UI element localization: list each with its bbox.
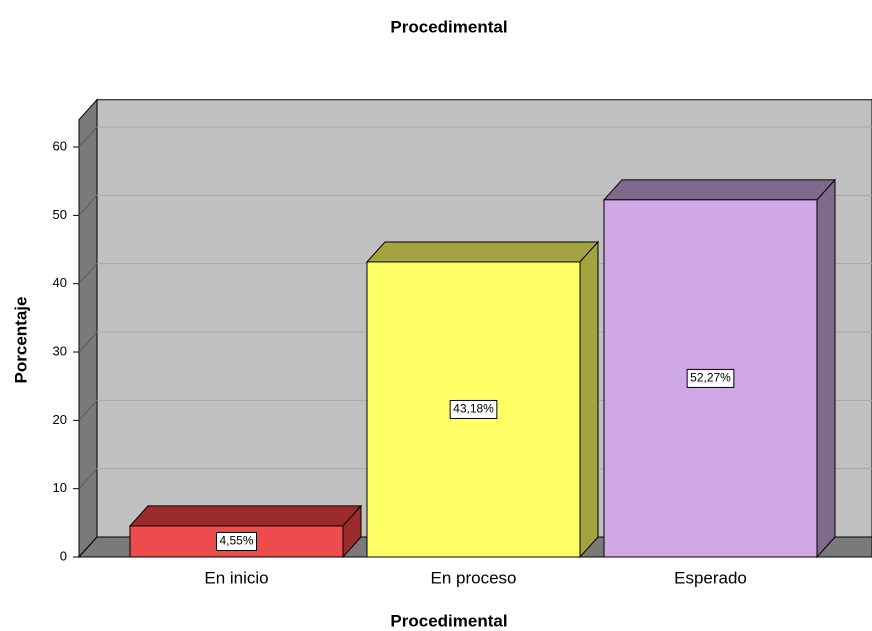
value-label-box [449,399,498,419]
y-tick-label: 60 [53,138,67,153]
left-wall [78,98,98,559]
bar-side [579,240,599,559]
value-label: 52,27% [690,371,731,385]
y-tick-label: 10 [53,480,67,495]
value-label: 43,18% [453,402,494,416]
y-tick-label: 0 [60,548,67,563]
y-tick-label: 30 [53,343,67,358]
y-tick-label: 20 [53,412,67,427]
bar-side [816,178,836,559]
chart-title: Procedimental [390,17,507,36]
y-tick-label: 40 [53,275,67,290]
grid-line [78,331,98,353]
bar-top [365,241,600,263]
value-label-box [215,531,258,551]
grid-line [78,468,98,490]
x-tick-label: En proceso [431,568,517,587]
x-tick-label: Esperado [674,568,747,587]
x-axis-label: Procedimental [390,611,507,630]
bar-top [128,505,363,527]
x-tick-label: En inicio [204,568,268,587]
y-tick-label: 50 [53,207,67,222]
bar-top [602,179,837,201]
grid-line [78,126,98,148]
y-axis-label: Porcentaje [11,297,30,384]
grid-line [78,263,98,285]
value-label: 4,55% [219,534,253,548]
grid-line [78,195,98,216]
grid-line [78,400,98,421]
value-label-box [686,368,735,388]
